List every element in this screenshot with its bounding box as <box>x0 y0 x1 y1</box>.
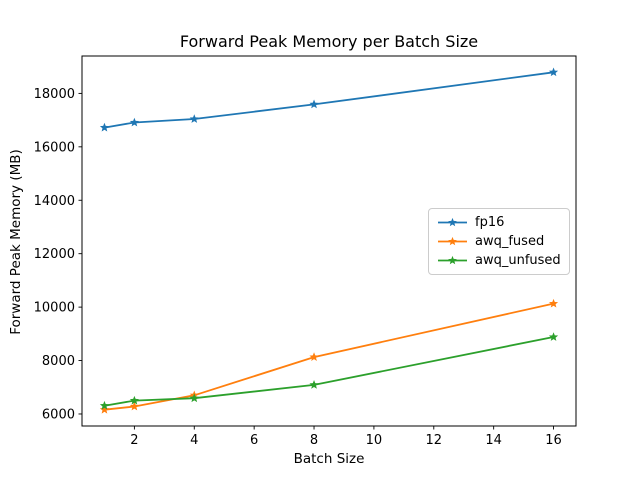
legend-line-marker-icon <box>438 217 467 227</box>
marker-fp16-icon <box>99 122 110 132</box>
x-tick-label-12: 12 <box>426 433 443 448</box>
x-tick-label-6: 6 <box>250 433 258 448</box>
x-axis-label: Batch Size <box>293 451 365 467</box>
marker-awq_unfused-icon <box>309 380 319 389</box>
x-tick-label-2: 2 <box>130 433 138 448</box>
marker-awq_fused-icon <box>309 352 319 361</box>
marker-awq_fused-icon <box>548 298 559 308</box>
y-tick-label-12000: 12000 <box>34 247 75 262</box>
y-tick-label-18000: 18000 <box>34 87 75 102</box>
y-tick-label-14000: 14000 <box>34 194 75 209</box>
legend-item-awq_unfused: awq_unfused <box>437 251 561 270</box>
x-tick-label-8: 8 <box>310 433 318 448</box>
marker-fp16-icon <box>309 99 319 109</box>
series-line-awq_unfused <box>103 336 555 407</box>
marker-awq_unfused-icon <box>99 400 110 410</box>
legend: fp16 awq_fused awq_unfused <box>428 208 570 275</box>
axes-border <box>81 55 577 427</box>
legend-item-awq_fused: awq_fused <box>437 232 561 251</box>
marker-awq_fused-icon <box>99 404 110 414</box>
x-tick-label-14: 14 <box>485 433 502 448</box>
legend-label: fp16 <box>475 215 505 230</box>
y-tick-label-6000: 6000 <box>42 407 75 422</box>
legend-line-marker-icon <box>438 236 467 246</box>
legend-line-marker-icon <box>438 255 467 265</box>
x-tick-label-16: 16 <box>545 433 562 448</box>
marker-awq_unfused-icon <box>129 395 139 405</box>
x-tick-label-10: 10 <box>366 433 383 448</box>
marker-awq_unfused-icon <box>189 393 199 403</box>
series-line-fp16 <box>103 71 555 129</box>
series-line-awq_fused <box>103 302 555 411</box>
legend-label: awq_unfused <box>475 253 561 268</box>
legend-label: awq_fused <box>475 234 545 249</box>
chart-title: Forward Peak Memory per Batch Size <box>179 32 479 51</box>
y-tick-label-8000: 8000 <box>42 354 75 369</box>
marker-fp16-icon <box>189 114 199 123</box>
legend-item-fp16: fp16 <box>437 213 561 232</box>
marker-fp16-icon <box>129 117 139 127</box>
y-tick-label-16000: 16000 <box>34 140 75 155</box>
y-tick-label-10000: 10000 <box>34 301 75 316</box>
x-tick-label-4: 4 <box>190 433 198 448</box>
marker-awq_unfused-icon <box>548 332 559 341</box>
marker-awq_fused-icon <box>129 401 139 411</box>
marker-fp16-icon <box>548 67 559 77</box>
